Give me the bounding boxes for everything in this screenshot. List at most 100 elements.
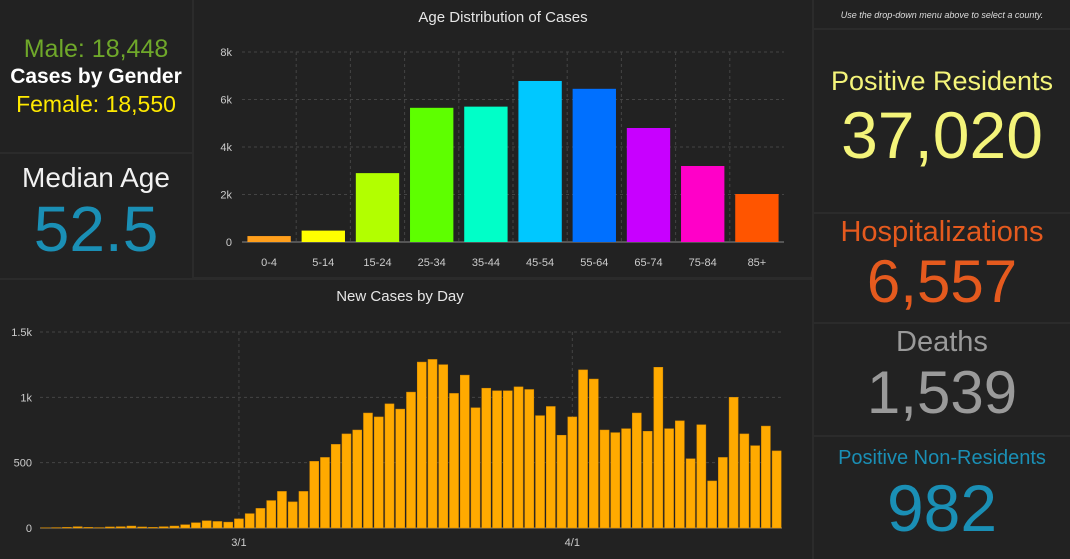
day-bar — [513, 386, 524, 529]
day-x-tick-label: 3/1 — [231, 537, 246, 549]
age-x-tick-label: 5-14 — [312, 257, 334, 269]
age-y-tick-label: 2k — [220, 190, 232, 202]
non-residents-panel: Positive Non-Residents 982 — [814, 437, 1070, 559]
age-bar-15-24 — [355, 173, 400, 242]
day-bar — [632, 412, 642, 529]
non-residents-value: 982 — [886, 471, 998, 545]
day-bar — [309, 461, 319, 529]
day-bar — [320, 457, 330, 529]
age-y-tick-label: 4k — [220, 142, 232, 154]
day-bar — [621, 428, 631, 529]
day-bar — [105, 526, 115, 529]
age-x-tick-label: 75-84 — [689, 257, 717, 269]
day-bar — [696, 424, 707, 529]
positive-residents-panel: Positive Residents 37,020 — [814, 30, 1070, 212]
day-bar — [62, 527, 72, 529]
age-chart-title: Age Distribution of Cases — [418, 9, 587, 26]
day-bar — [578, 369, 588, 529]
deaths-title: Deaths — [896, 326, 988, 358]
day-bar — [707, 480, 717, 529]
day-bar — [277, 491, 287, 529]
cases-by-gender-title: Cases by Gender — [10, 65, 182, 88]
day-bar — [148, 527, 158, 529]
hospitalizations-value: 6,557 — [866, 248, 1018, 315]
day-bar — [341, 433, 352, 529]
age-bar-75-84 — [681, 166, 725, 242]
day-y-tick-label: 1k — [20, 392, 32, 404]
day-bar — [481, 387, 492, 529]
day-bar — [384, 403, 395, 529]
hospitalizations-title: Hospitalizations — [840, 216, 1044, 248]
day-bar — [416, 361, 427, 529]
female-count: Female: 18,550 — [16, 91, 176, 117]
day-bar — [255, 508, 266, 529]
age-x-tick-label: 15-24 — [363, 257, 391, 269]
day-bar — [567, 416, 578, 529]
age-bar-35-44 — [464, 106, 508, 242]
age-x-tick-label: 25-34 — [418, 257, 446, 269]
positive-residents-value: 37,020 — [841, 98, 1043, 172]
day-bar — [556, 434, 567, 529]
day-bar — [244, 513, 255, 529]
day-bar — [761, 425, 771, 529]
day-bar — [137, 526, 147, 529]
day-bar — [503, 390, 513, 529]
day-bar — [599, 429, 610, 529]
day-bar — [470, 407, 481, 529]
day-bar — [330, 444, 341, 529]
gender-panel: Male: 18,448 Cases by Gender Female: 18,… — [0, 0, 192, 152]
day-bar — [610, 432, 621, 529]
new-cases-panel: New Cases by Day 0 500 1k 1.5k 3/1 4/1 — [0, 280, 812, 559]
day-bar — [546, 406, 556, 529]
day-bar — [438, 364, 449, 529]
day-bar — [83, 527, 94, 529]
positive-residents-title: Positive Residents — [830, 66, 1054, 96]
deaths-panel: Deaths 1,539 — [814, 324, 1070, 435]
day-bar — [492, 390, 502, 529]
age-x-tick-label: 35-44 — [472, 257, 500, 269]
age-x-tick-label: 55-64 — [580, 257, 608, 269]
day-bar — [685, 458, 696, 529]
day-bar — [191, 522, 201, 529]
day-y-tick-label: 0 — [26, 523, 32, 535]
age-x-tick-label: 65-74 — [634, 257, 662, 269]
day-bar — [642, 431, 653, 529]
age-distribution-chart: Age Distribution of Cases 0 2k 4k 6k 8k 0-4 5-1… — [220, 9, 784, 269]
day-bar — [115, 526, 126, 529]
median-age-title: Median Age — [22, 162, 170, 193]
day-bar — [201, 520, 212, 529]
day-bar — [287, 501, 298, 529]
day-bar — [266, 500, 276, 529]
day-bar — [126, 525, 137, 529]
day-x-tick-label: 4/1 — [565, 537, 580, 549]
day-bar — [427, 359, 438, 529]
day-chart-title: New Cases by Day — [336, 288, 464, 305]
age-x-tick-label: 0-4 — [261, 257, 277, 269]
age-y-tick-label: 8k — [220, 47, 232, 59]
age-y-tick-label: 6k — [220, 95, 232, 107]
age-bar-55-64 — [572, 88, 616, 242]
age-bar-85+ — [735, 194, 779, 242]
age-bar-0-4 — [247, 236, 291, 242]
day-bar — [158, 526, 169, 529]
day-bar — [72, 526, 83, 529]
age-bar-25-34 — [410, 107, 454, 242]
instruction-text: Use the drop-down menu above to select a… — [840, 10, 1044, 20]
day-bar — [771, 450, 782, 529]
day-bar — [234, 518, 244, 529]
day-bar — [750, 445, 760, 529]
male-count: Male: 18,448 — [23, 35, 169, 63]
deaths-value: 1,539 — [866, 359, 1018, 426]
day-bar — [406, 391, 416, 529]
day-bar — [449, 393, 459, 529]
day-bar — [460, 374, 470, 529]
non-residents-title: Positive Non-Residents — [838, 447, 1046, 469]
day-bar — [180, 524, 190, 529]
day-bar — [223, 521, 233, 529]
day-bar — [728, 397, 739, 529]
day-bar — [653, 367, 664, 529]
day-bar — [363, 412, 373, 529]
day-bar — [664, 428, 674, 529]
age-bar-45-54 — [518, 80, 562, 242]
age-bar-5-14 — [301, 230, 345, 242]
